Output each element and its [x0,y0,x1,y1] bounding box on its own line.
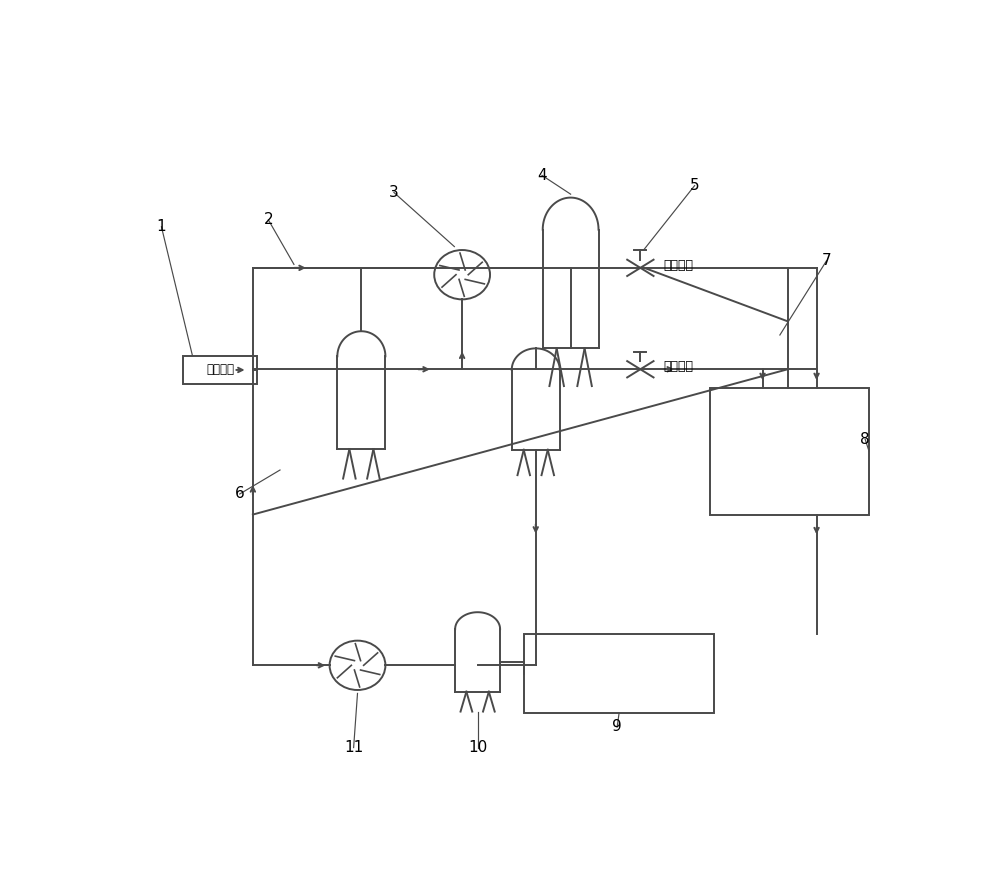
Text: 2: 2 [264,213,273,227]
Text: 定型氮气: 定型氮气 [664,360,694,373]
Text: 新氮供给: 新氮供给 [206,363,234,376]
Text: 9: 9 [612,719,622,734]
Text: 6: 6 [235,487,245,501]
Text: 高压氮气: 高压氮气 [664,259,694,271]
Bar [710,388,869,514]
Text: 3: 3 [389,185,399,200]
Text: 4: 4 [537,168,547,182]
Text: 1: 1 [157,219,166,234]
Text: 11: 11 [344,740,363,755]
Text: 8: 8 [860,432,870,447]
Bar [524,635,714,713]
Bar [183,356,257,384]
Text: 10: 10 [468,740,487,755]
Text: 7: 7 [822,254,831,269]
Text: 5: 5 [690,178,699,193]
